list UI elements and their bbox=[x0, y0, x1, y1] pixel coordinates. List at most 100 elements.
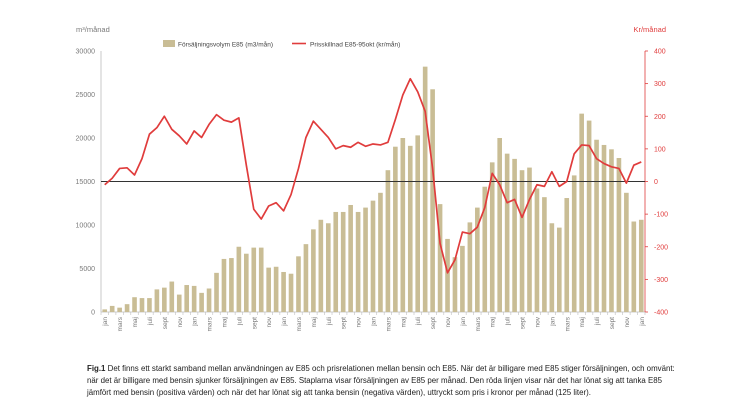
month-label: sept bbox=[162, 317, 169, 329]
bar bbox=[117, 307, 122, 312]
bar bbox=[631, 221, 637, 312]
bar bbox=[385, 170, 391, 312]
bar bbox=[378, 192, 383, 312]
line-series bbox=[101, 77, 645, 274]
month-label: juli bbox=[415, 317, 422, 326]
month-label: mars bbox=[117, 316, 124, 331]
month-label: maj bbox=[400, 317, 407, 327]
legend: Försäljningsvolym E85 (m3/mån) Prisskilln… bbox=[163, 40, 400, 49]
left-tick-label: 0 bbox=[91, 310, 95, 317]
month-label: juli bbox=[505, 317, 512, 326]
left-tick-label: 30000 bbox=[76, 49, 96, 56]
right-tick-label: 200 bbox=[654, 114, 666, 121]
left-tick-label: 5000 bbox=[79, 266, 95, 273]
bar bbox=[638, 219, 644, 312]
bar bbox=[229, 258, 234, 312]
bar bbox=[594, 139, 599, 312]
bar bbox=[288, 273, 294, 312]
right-tick-label: 300 bbox=[654, 81, 666, 88]
bar bbox=[244, 253, 249, 312]
bar bbox=[579, 113, 584, 312]
month-label: maj bbox=[221, 317, 228, 327]
bar bbox=[191, 285, 197, 312]
bar bbox=[333, 211, 339, 312]
month-label: sept bbox=[341, 317, 348, 329]
bar bbox=[422, 66, 428, 312]
month-label: jan bbox=[639, 317, 646, 327]
right-tick-label: -300 bbox=[654, 277, 668, 284]
legend-label-line: Prisskillnad E85-95okt (kr/mån) bbox=[310, 41, 400, 49]
month-label: maj bbox=[579, 317, 586, 327]
bar bbox=[221, 258, 227, 312]
month-label: nov bbox=[177, 316, 184, 327]
bar bbox=[251, 247, 257, 312]
month-label: jan bbox=[102, 317, 109, 327]
month-label: jan bbox=[371, 317, 378, 327]
left-tick-label: 25000 bbox=[76, 92, 96, 99]
month-label: juli bbox=[147, 317, 154, 326]
axes: 0 5000 10000 15000 20000 25000 30000 -400 -300 -2… bbox=[76, 25, 669, 331]
combo-chart: 0 5000 10000 15000 20000 25000 30000 -400 -300 -2… bbox=[76, 25, 669, 331]
bar bbox=[348, 204, 353, 312]
month-label: nov bbox=[266, 316, 273, 327]
right-tick-label: -400 bbox=[654, 310, 668, 317]
bar bbox=[199, 292, 204, 312]
right-tick-label: 100 bbox=[654, 146, 666, 153]
bar bbox=[616, 158, 622, 312]
bar bbox=[340, 211, 346, 312]
bar bbox=[467, 222, 473, 312]
bar bbox=[564, 198, 570, 312]
bar bbox=[303, 244, 309, 312]
left-tick-label: 15000 bbox=[76, 179, 96, 186]
bar bbox=[527, 167, 532, 312]
month-label: jan bbox=[192, 317, 199, 327]
month-label: mars bbox=[207, 316, 214, 331]
bar bbox=[318, 219, 324, 312]
bar bbox=[169, 281, 175, 312]
bar bbox=[214, 272, 219, 312]
month-label: maj bbox=[311, 317, 318, 327]
bar bbox=[176, 294, 182, 312]
bar bbox=[624, 192, 629, 312]
bar bbox=[266, 267, 271, 312]
bar bbox=[601, 144, 607, 312]
bar bbox=[139, 298, 145, 312]
bar bbox=[132, 297, 137, 312]
bar-series bbox=[102, 66, 644, 312]
month-label: mars bbox=[475, 316, 482, 331]
left-tick-label: 20000 bbox=[76, 136, 96, 143]
bar bbox=[504, 153, 510, 312]
right-unit-label: Kr/månad bbox=[633, 25, 666, 34]
bar bbox=[489, 162, 495, 312]
month-label: sept bbox=[520, 317, 527, 329]
month-label: sept bbox=[430, 317, 437, 329]
month-label: sept bbox=[251, 317, 258, 329]
month-label: mars bbox=[296, 316, 303, 331]
figure-caption: Fig.1 Det finns ett starkt samband mella… bbox=[87, 363, 687, 400]
month-label: juli bbox=[326, 317, 333, 326]
month-label: nov bbox=[534, 316, 541, 327]
bar bbox=[363, 207, 368, 312]
left-tick-label: 10000 bbox=[76, 223, 96, 230]
bar bbox=[370, 200, 376, 312]
left-unit-label: m³/månad bbox=[76, 25, 110, 34]
bar bbox=[154, 289, 160, 312]
month-label: jan bbox=[549, 317, 556, 327]
bar bbox=[519, 170, 525, 312]
bar bbox=[609, 149, 614, 312]
right-tick-label: -100 bbox=[654, 212, 668, 219]
bar bbox=[407, 145, 413, 312]
month-label: mars bbox=[385, 316, 392, 331]
bar bbox=[393, 146, 398, 312]
month-label: jan bbox=[281, 317, 288, 327]
bar bbox=[475, 207, 480, 312]
bar bbox=[512, 158, 517, 312]
bar bbox=[147, 298, 152, 312]
bar bbox=[542, 197, 547, 312]
bar bbox=[273, 266, 279, 312]
bar bbox=[430, 89, 435, 312]
bar bbox=[206, 288, 212, 312]
month-label: mars bbox=[564, 316, 571, 331]
bar bbox=[415, 135, 421, 312]
bar bbox=[281, 271, 286, 312]
